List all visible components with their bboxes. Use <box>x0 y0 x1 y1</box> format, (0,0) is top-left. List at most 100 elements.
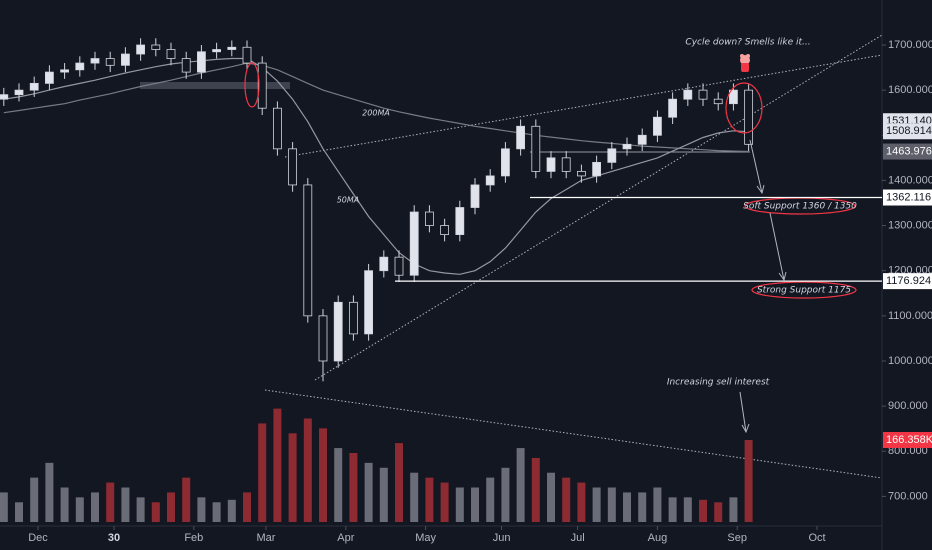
price-label: 1508.914 <box>886 125 932 137</box>
candle-body <box>151 44 161 50</box>
trend-line <box>284 54 883 158</box>
candle-body <box>501 148 510 177</box>
volume-bar <box>471 487 480 522</box>
candle-body <box>485 175 495 186</box>
volume-bar <box>744 439 753 522</box>
candle-body <box>75 62 85 71</box>
y-tick-label: 1400.000 <box>888 174 932 186</box>
candle-body <box>622 143 632 150</box>
candle-body <box>713 98 723 105</box>
volume-bar <box>288 433 297 522</box>
x-tick-label: May <box>415 532 436 544</box>
candle-body <box>698 89 708 100</box>
volume-bar <box>106 482 115 522</box>
volume-bar <box>729 497 738 522</box>
candle-body <box>607 148 617 163</box>
volume-bar <box>364 462 373 522</box>
candle-body <box>546 157 556 172</box>
annotation: Cycle down? Smells like it... <box>685 38 810 48</box>
volume-label: 166.358K <box>886 434 932 446</box>
price-label-box <box>883 143 932 160</box>
candle-body <box>121 53 130 66</box>
arrow <box>739 139 787 434</box>
volume-bar <box>379 467 388 522</box>
price-label-box <box>883 123 932 140</box>
volume-bar <box>653 487 662 522</box>
candle-body <box>516 125 526 150</box>
y-tick-label: 700.000 <box>888 490 928 502</box>
x-tick-label: Feb <box>184 532 203 544</box>
volume-bar <box>592 487 601 522</box>
annotation: Increasing sell interest <box>667 378 770 388</box>
volume-bar <box>699 499 708 522</box>
candle-body <box>303 184 313 317</box>
candle-body <box>0 94 9 100</box>
bear-icon <box>740 54 750 72</box>
x-tick-label: Apr <box>337 532 354 544</box>
candle-body <box>166 49 176 59</box>
volume-bar <box>15 502 24 522</box>
trend-line <box>314 34 883 381</box>
highlight <box>244 62 260 108</box>
x-tick-label: Sep <box>727 532 747 544</box>
candle-body <box>531 125 541 172</box>
candle-body <box>14 89 24 96</box>
volume-bar <box>243 492 252 522</box>
volume-bar <box>547 472 556 522</box>
volume-bar <box>30 477 39 522</box>
volume-bar <box>0 492 8 522</box>
volume-bar <box>334 448 343 522</box>
volume-bar <box>91 492 100 522</box>
candle-body <box>592 161 602 177</box>
candle-body <box>409 211 419 276</box>
volume-bar <box>182 477 191 522</box>
volume-bar <box>167 492 176 522</box>
candle-body <box>197 51 206 73</box>
volume-bar <box>623 492 632 522</box>
volume-bar <box>227 499 236 522</box>
x-tick-label: 30 <box>108 532 120 544</box>
volume-label-box <box>883 431 932 448</box>
volume-bar <box>516 448 525 522</box>
zone <box>140 82 290 89</box>
candle-body <box>333 301 343 362</box>
price-label: 1176.924 <box>886 275 931 287</box>
moving-average <box>3 57 749 275</box>
candle-body <box>181 58 191 73</box>
candle-body <box>60 69 70 73</box>
volume-bar <box>136 497 145 522</box>
candle-body <box>212 49 222 53</box>
y-tick-label: 1000.000 <box>888 355 932 367</box>
volume-bar <box>410 472 419 522</box>
candle-body <box>364 270 374 335</box>
volume-bar <box>395 443 404 522</box>
volume-bar <box>273 408 282 522</box>
y-tick-label: 1100.000 <box>888 310 932 322</box>
candle-body <box>105 58 115 66</box>
volume-bar <box>607 487 616 522</box>
candle-body <box>455 207 465 235</box>
volume-bar <box>60 487 69 522</box>
candle-body <box>683 89 693 100</box>
volume-bar <box>319 428 328 522</box>
candle-body <box>394 256 404 276</box>
highlight <box>751 281 857 299</box>
candle-body <box>577 170 586 177</box>
x-tick-label: Dec <box>28 532 48 544</box>
candle-body <box>379 256 389 272</box>
candle-body <box>29 82 39 91</box>
ma-label: 200MA <box>362 109 390 118</box>
candle-body <box>242 46 252 64</box>
candle-body <box>136 44 146 55</box>
volume-bar <box>714 502 723 522</box>
volume-bar <box>486 477 495 522</box>
volume-bar <box>197 497 206 522</box>
candle-body <box>318 315 328 362</box>
candle-body <box>440 225 450 235</box>
y-tick-label: 800.000 <box>888 445 928 457</box>
y-tick-label: 1700.000 <box>888 39 932 51</box>
candle-body <box>561 157 571 172</box>
price-label: 1463.976 <box>886 145 932 157</box>
